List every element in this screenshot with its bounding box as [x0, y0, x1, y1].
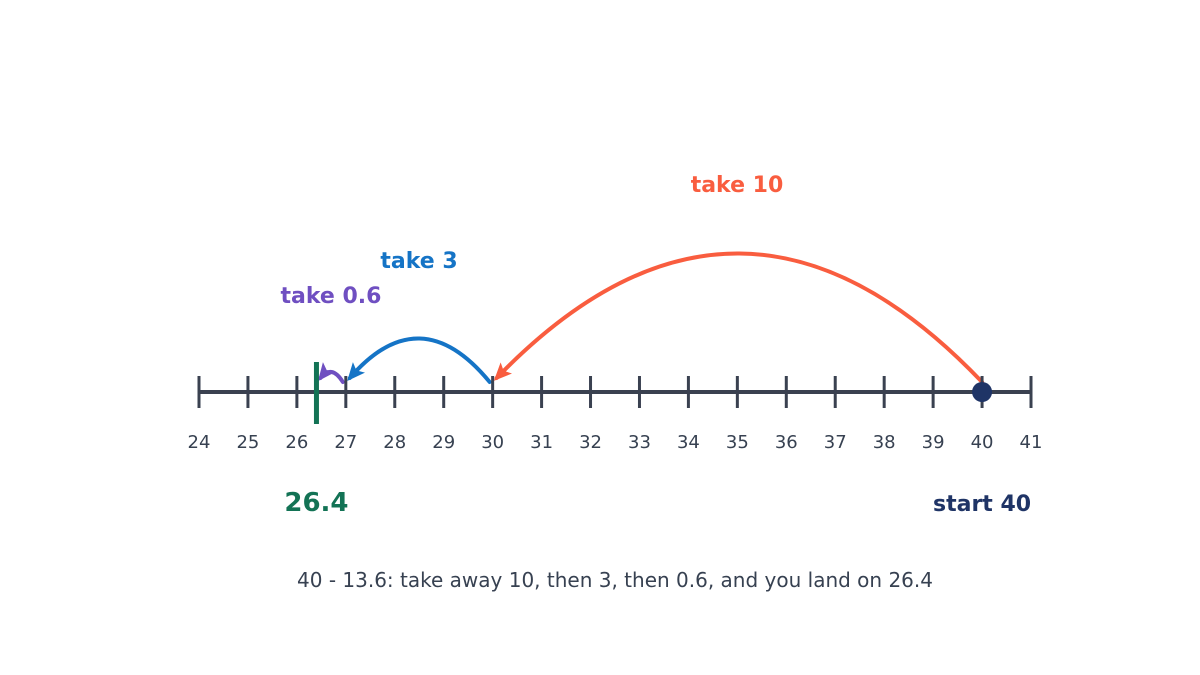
- number-line-ticks: 24 25 26 27 28 29 30 31 32 33 34 35 36 37 38 39 40 41: [188, 376, 1043, 453]
- tick-label: 36: [775, 432, 798, 453]
- tick-label: 33: [628, 432, 651, 453]
- start-label: start 40: [933, 492, 1031, 517]
- tick-label: 39: [922, 432, 945, 453]
- tick-label: 26: [285, 432, 308, 453]
- tick-label: 41: [1020, 432, 1043, 453]
- caption: 40 - 13.6: take away 10, then 3, then 0.…: [297, 568, 933, 592]
- tick-label: 25: [236, 432, 259, 453]
- hop-labels: take 10 take 3 take 0.6: [281, 173, 784, 309]
- tick-label: 30: [481, 432, 504, 453]
- result-label: 26.4: [284, 488, 348, 518]
- tick-label: 27: [334, 432, 357, 453]
- start-dot: [972, 382, 993, 402]
- hop-label: take 3: [380, 249, 457, 274]
- tick-label: 29: [432, 432, 455, 453]
- tick-label: 32: [579, 432, 602, 453]
- hop-label: take 0.6: [281, 284, 382, 309]
- tick-label: 34: [677, 432, 700, 453]
- hop-arc: [493, 251, 985, 384]
- tick-label: 31: [530, 432, 553, 453]
- tick-label: 40: [971, 432, 994, 453]
- tick-label: 38: [873, 432, 896, 453]
- hop-arc: [317, 362, 345, 384]
- tick-label: 24: [188, 432, 211, 453]
- hop-arc: [347, 336, 492, 384]
- hop-arcs: [317, 251, 985, 384]
- tick-label: 37: [824, 432, 847, 453]
- hop-label: take 10: [691, 173, 784, 198]
- tick-label: 35: [726, 432, 749, 453]
- tick-label: 28: [383, 432, 406, 453]
